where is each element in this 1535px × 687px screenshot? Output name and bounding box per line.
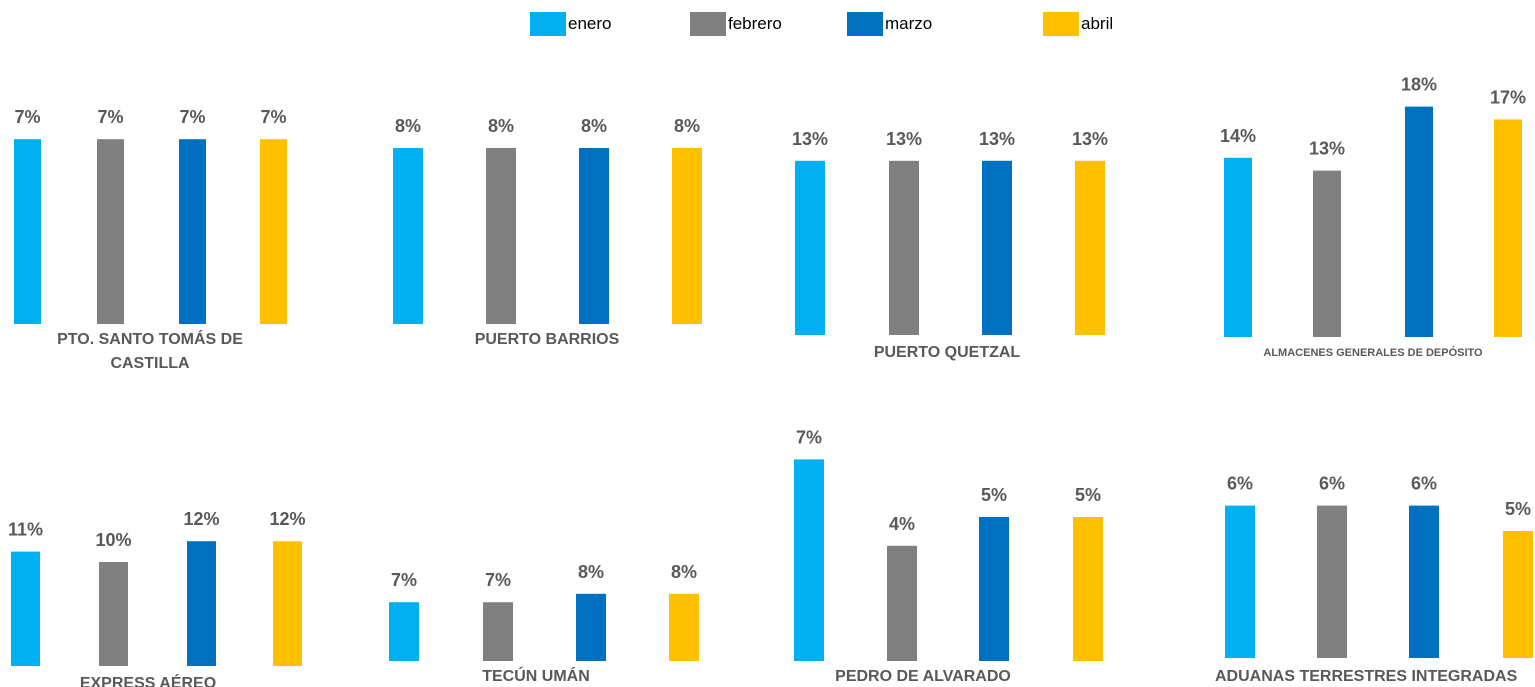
bar-febrero <box>1313 170 1341 337</box>
bar-febrero <box>97 139 124 324</box>
chart-title: PTO. SANTO TOMÁS DE CASTILLA <box>57 329 243 372</box>
chart-7: 7% 4% 5% 5% PEDRO DE ALVARADO <box>794 427 1103 685</box>
data-label: 8% <box>488 116 514 136</box>
chart-title: EXPRESS AÉREO <box>80 673 216 687</box>
legend-item-marzo: marzo <box>847 12 932 36</box>
chart-8: 6% 6% 6% 5% ADUANAS TERRESTRES INTEGRADAS <box>1215 474 1533 685</box>
data-label: 7% <box>179 107 205 127</box>
legend-swatch-enero <box>530 12 566 36</box>
bar-marzo <box>576 593 606 661</box>
bar-enero <box>1224 157 1252 337</box>
data-label: 12% <box>269 509 305 529</box>
data-label: 13% <box>979 129 1015 149</box>
data-label: 4% <box>889 514 915 534</box>
bar-febrero <box>1317 505 1347 658</box>
bar-abril <box>672 148 702 324</box>
data-label: 6% <box>1319 474 1345 494</box>
bar-abril <box>1073 517 1103 661</box>
bar-enero <box>795 160 825 335</box>
bar-enero <box>11 551 40 666</box>
chart-6: 7% 7% 8% 8% TECÚN UMÁN <box>389 562 699 685</box>
chart-3: 13% 13% 13% 13% PUERTO QUETZAL <box>792 129 1108 361</box>
bar-abril <box>1494 119 1522 338</box>
data-label: 13% <box>792 129 828 149</box>
legend-item-febrero: febrero <box>690 12 782 36</box>
legend-item-abril: abril <box>1043 12 1113 36</box>
bar-enero <box>794 459 824 661</box>
legend-label-abril: abril <box>1081 14 1114 33</box>
bar-febrero <box>889 160 919 335</box>
data-label: 5% <box>981 485 1007 505</box>
legend-label-febrero: febrero <box>728 14 782 33</box>
data-label: 5% <box>1505 499 1531 519</box>
legend-swatch-marzo <box>847 12 883 36</box>
data-label: 13% <box>1072 129 1108 149</box>
data-label: 7% <box>391 570 417 590</box>
data-label: 14% <box>1220 126 1256 146</box>
bar-abril <box>273 541 302 666</box>
bar-enero <box>389 602 419 661</box>
bar-febrero <box>486 148 516 324</box>
bar-abril <box>669 593 699 661</box>
data-label: 11% <box>8 520 43 540</box>
chart-4: 14% 13% 18% 17% ALMACENES GENERALES DE DEPÓS… <box>1220 75 1526 359</box>
legend: enero febrero marzo abril <box>0 12 1535 36</box>
bar-marzo <box>1409 505 1439 658</box>
data-label: 18% <box>1401 75 1437 95</box>
chart-title: PUERTO BARRIOS <box>475 331 620 348</box>
chart-5: 11% 10% 12% 12% EXPRESS AÉREO <box>8 509 306 687</box>
chart-title: PUERTO QUETZAL <box>874 344 1021 361</box>
legend-swatch-abril <box>1043 12 1079 36</box>
data-label: 17% <box>1490 87 1526 107</box>
bar-febrero <box>99 562 128 666</box>
data-label: 7% <box>796 427 822 447</box>
data-label: 8% <box>674 116 700 136</box>
legend-label-marzo: marzo <box>885 14 933 33</box>
bar-enero <box>14 139 41 324</box>
bar-marzo <box>979 517 1009 661</box>
bar-enero <box>393 148 423 324</box>
data-label: 13% <box>1309 139 1345 159</box>
legend-label-enero: enero <box>568 14 612 33</box>
chart-title: TECÚN UMÁN <box>482 666 590 685</box>
data-label: 10% <box>95 530 131 550</box>
bar-marzo <box>982 160 1012 335</box>
bar-enero <box>1225 505 1255 658</box>
chart-title: ALMACENES GENERALES DE DEPÓSITO <box>1263 346 1483 359</box>
bar-febrero <box>483 602 513 661</box>
chart-title-line: CASTILLA <box>110 355 190 372</box>
data-label: 12% <box>183 509 219 529</box>
bar-marzo <box>579 148 609 324</box>
chart-title: ADUANAS TERRESTRES INTEGRADAS <box>1215 668 1518 685</box>
data-label: 6% <box>1411 474 1437 494</box>
chart-2: 8% 8% 8% 8% PUERTO BARRIOS <box>393 116 702 348</box>
data-label: 7% <box>485 570 511 590</box>
data-label: 13% <box>886 129 922 149</box>
data-label: 8% <box>581 116 607 136</box>
bar-marzo <box>1405 106 1433 337</box>
bar-marzo <box>187 541 216 666</box>
legend-swatch-febrero <box>690 12 726 36</box>
chart-title-line: PTO. SANTO TOMÁS DE <box>57 329 243 348</box>
chart-1: 7% 7% 7% 7% PTO. SANTO TOMÁS DE CASTILLA <box>14 107 287 372</box>
data-label: 7% <box>97 107 123 127</box>
bar-marzo <box>179 139 206 324</box>
data-label: 7% <box>14 107 40 127</box>
data-label: 8% <box>395 116 421 136</box>
data-label: 6% <box>1227 474 1253 494</box>
data-label: 8% <box>578 562 604 582</box>
bar-abril <box>1503 531 1533 658</box>
chart-title: PEDRO DE ALVARADO <box>835 668 1011 685</box>
legend-item-enero: enero <box>530 12 611 36</box>
data-label: 5% <box>1075 485 1101 505</box>
data-label: 7% <box>260 107 286 127</box>
bar-febrero <box>887 545 917 661</box>
bar-abril <box>260 139 287 324</box>
data-label: 8% <box>671 562 697 582</box>
bar-abril <box>1075 160 1105 335</box>
